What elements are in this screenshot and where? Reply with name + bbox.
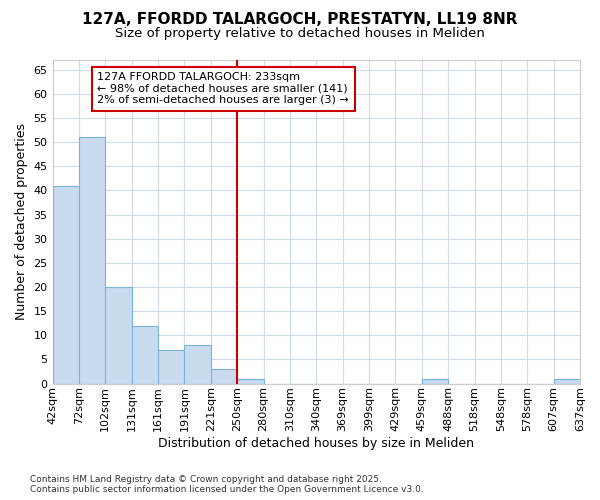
Text: 127A FFORDD TALARGOCH: 233sqm
← 98% of detached houses are smaller (141)
2% of s: 127A FFORDD TALARGOCH: 233sqm ← 98% of d… xyxy=(97,72,349,106)
Y-axis label: Number of detached properties: Number of detached properties xyxy=(15,124,28,320)
Bar xyxy=(131,326,158,384)
Bar xyxy=(422,378,448,384)
Bar xyxy=(211,369,237,384)
Bar xyxy=(79,138,105,384)
Bar xyxy=(184,345,211,384)
Bar xyxy=(53,186,79,384)
X-axis label: Distribution of detached houses by size in Meliden: Distribution of detached houses by size … xyxy=(158,437,474,450)
Bar xyxy=(237,378,263,384)
Bar xyxy=(554,378,580,384)
Text: Size of property relative to detached houses in Meliden: Size of property relative to detached ho… xyxy=(115,28,485,40)
Bar xyxy=(105,287,131,384)
Text: Contains HM Land Registry data © Crown copyright and database right 2025.
Contai: Contains HM Land Registry data © Crown c… xyxy=(30,474,424,494)
Bar xyxy=(158,350,184,384)
Text: 127A, FFORDD TALARGOCH, PRESTATYN, LL19 8NR: 127A, FFORDD TALARGOCH, PRESTATYN, LL19 … xyxy=(82,12,518,28)
